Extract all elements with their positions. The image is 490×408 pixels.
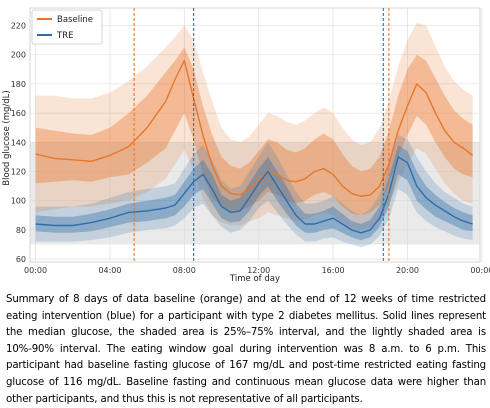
legend: Baseline TRE — [31, 9, 103, 45]
x-tick-label-3: 12:00 — [247, 266, 270, 275]
band-25-75-tre — [35, 145, 473, 241]
y-tick-label-100: 100 — [11, 197, 26, 206]
y-tick-label-60: 60 — [16, 255, 26, 264]
x-tick-label-4: 16:00 — [322, 266, 345, 275]
legend-label-baseline: Baseline — [57, 15, 93, 25]
y-tick-label-120: 120 — [11, 167, 26, 176]
y-tick-label-160: 160 — [11, 109, 26, 118]
x-tick-label-2: 08:00 — [173, 266, 196, 275]
x-tick-label-0: 00:00 — [24, 266, 47, 275]
legend-label-tre: TRE — [56, 31, 73, 41]
band-25-75-baseline — [35, 47, 473, 216]
target-range-band — [30, 142, 480, 245]
glucose-chart: 60 80 100 120 140 160 180 200 220 00:00 04:00 08:00… — [2, 7, 490, 284]
y-tick-label-180: 180 — [11, 80, 26, 89]
y-tick-label-200: 200 — [11, 51, 26, 60]
median-line-tre — [35, 156, 473, 234]
x-tick-label-5: 20:00 — [396, 266, 419, 275]
y-tick-label-140: 140 — [11, 138, 26, 147]
x-axis-label: Time of day — [229, 274, 280, 284]
median-line-baseline — [35, 59, 474, 197]
x-tick-label-6: 00:00 — [470, 266, 490, 275]
y-axis-label: Blood glucose (mg/dL) — [2, 90, 12, 185]
plot-area: 60 80 100 120 140 160 180 200 220 00:00 04:00 08:00… — [11, 7, 490, 275]
figure-caption: Summary of 8 days of data baseline (oran… — [6, 294, 486, 405]
y-tick-label-220: 220 — [11, 22, 26, 31]
band-10-90-baseline — [35, 22, 473, 230]
x-tick-label-1: 04:00 — [98, 266, 121, 275]
y-tick-label-80: 80 — [16, 226, 26, 235]
